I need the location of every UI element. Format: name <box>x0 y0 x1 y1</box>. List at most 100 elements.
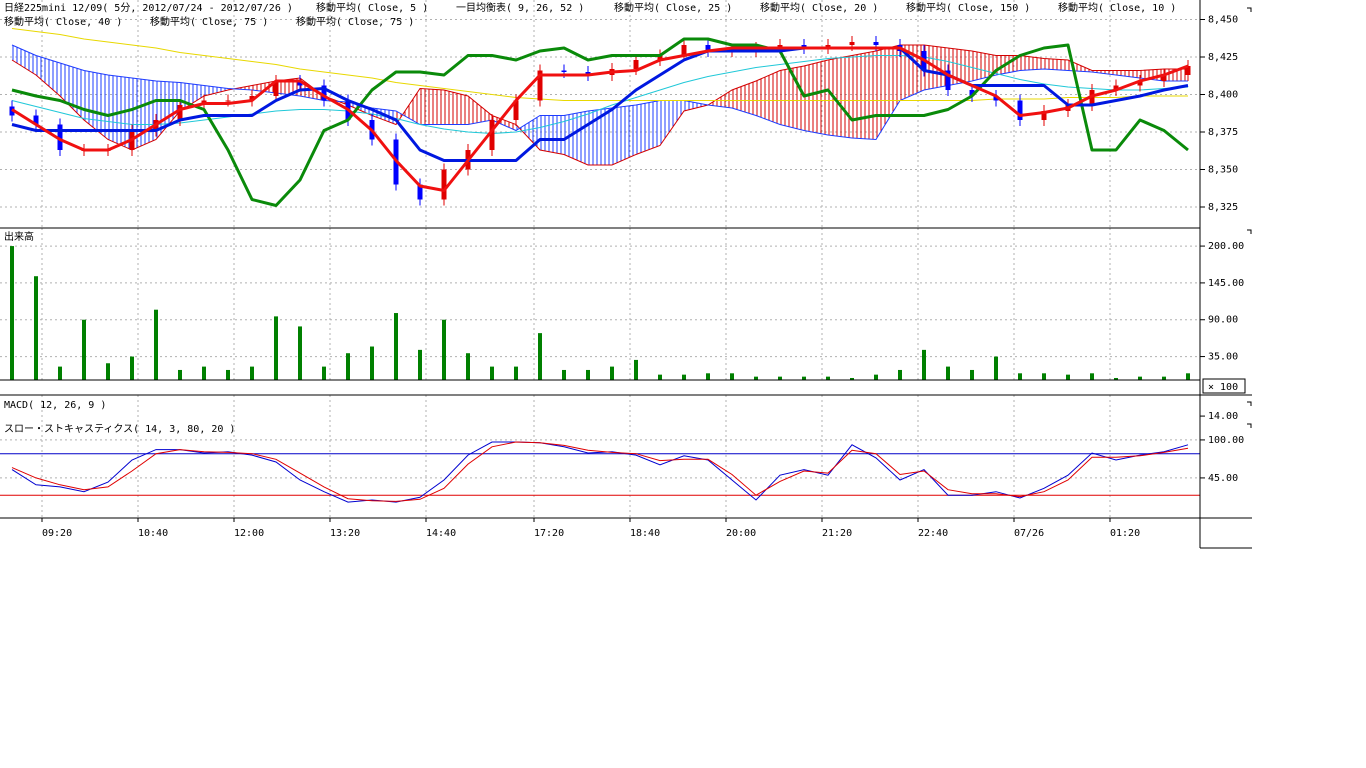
x-tick-label: 18:40 <box>630 528 660 539</box>
volume-bar <box>442 320 446 380</box>
candle-body <box>178 105 183 120</box>
x-tick-label: 09:20 <box>42 528 72 539</box>
cloud-segment <box>420 89 444 125</box>
y-tick-label: 200.00 <box>1208 241 1244 252</box>
volume-bar <box>1138 377 1142 380</box>
cloud-segment <box>852 51 876 140</box>
volume-bar <box>394 313 398 380</box>
unit-label: × 100 <box>1208 382 1238 393</box>
y-tick-label: 35.00 <box>1208 352 1238 363</box>
panel-title: 出来高 <box>4 230 34 243</box>
x-tick-label: 17:20 <box>534 528 564 539</box>
panel-title: MACD( 12, 26, 9 ) <box>4 400 106 411</box>
volume-bar <box>754 377 758 380</box>
volume-bar <box>226 370 230 380</box>
indicator-label: 移動平均( Close, 75 ) <box>296 15 414 28</box>
volume-bar <box>610 367 614 380</box>
volume-bar <box>58 367 62 380</box>
volume-bar <box>1018 373 1022 380</box>
volume-bar <box>562 370 566 380</box>
indicator-label: 移動平均( Close, 10 ) <box>1058 1 1176 14</box>
x-tick-label: 14:40 <box>426 528 456 539</box>
volume-bar <box>154 310 158 380</box>
volume-bar <box>586 370 590 380</box>
volume-bar <box>10 246 14 380</box>
volume-bar <box>1090 373 1094 380</box>
volume-bar <box>658 375 662 380</box>
volume-bar <box>346 353 350 380</box>
panel-title: スロー・ストキャスティクス( 14, 3, 80, 20 ) <box>4 423 235 435</box>
volume-bar <box>682 375 686 380</box>
volume-bar <box>82 320 86 380</box>
indicator-label: 移動平均( Close, 5 ) <box>316 1 428 14</box>
candle-body <box>562 71 567 73</box>
volume-bar <box>1042 373 1046 380</box>
volume-bar <box>274 316 278 380</box>
y-tick-label: 8,325 <box>1208 202 1238 213</box>
x-tick-label: 01:20 <box>1110 528 1140 539</box>
volume-bar <box>130 357 134 380</box>
candle-body <box>634 60 639 69</box>
volume-bar <box>826 377 830 380</box>
x-tick-label: 10:40 <box>138 528 168 539</box>
y-tick-label: 8,425 <box>1208 52 1238 63</box>
volume-bar <box>994 357 998 380</box>
volume-bar <box>1162 377 1166 380</box>
volume-bar <box>778 377 782 380</box>
candle-body <box>442 170 447 200</box>
y-tick-label: 14.00 <box>1208 411 1238 422</box>
indicator-label: 移動平均( Close, 20 ) <box>760 1 878 14</box>
indicator-label: 移動平均( Close, 75 ) <box>150 15 268 28</box>
chart-title: 日経225mini 12/09( 5分, 2012/07/24 - 2012/0… <box>4 1 293 14</box>
volume-bar <box>178 370 182 380</box>
y-tick-label: 90.00 <box>1208 315 1238 326</box>
candle-body <box>874 42 879 45</box>
y-tick-label: 8,450 <box>1208 15 1238 26</box>
volume-bar <box>514 367 518 380</box>
volume-bar <box>922 350 926 380</box>
volume-bar <box>1186 373 1190 380</box>
cloud-segment <box>1044 59 1068 71</box>
volume-bar <box>634 360 638 380</box>
candle-body <box>226 101 231 102</box>
y-tick-label: 100.00 <box>1208 435 1244 446</box>
volume-bar <box>202 367 206 380</box>
volume-bar <box>802 377 806 380</box>
y-tick-label: 145.00 <box>1208 278 1244 289</box>
y-tick-label: 8,400 <box>1208 90 1238 101</box>
volume-bar <box>298 326 302 380</box>
volume-bar <box>946 367 950 380</box>
volume-bar <box>1066 375 1070 380</box>
volume-bar <box>418 350 422 380</box>
volume-bar <box>898 370 902 380</box>
indicator-label: 移動平均( Close, 150 ) <box>906 1 1030 14</box>
volume-bar <box>874 375 878 380</box>
x-tick-label: 22:40 <box>918 528 948 539</box>
y-tick-label: 8,375 <box>1208 127 1238 138</box>
volume-bar <box>106 363 110 380</box>
cloud-segment <box>132 78 156 150</box>
y-tick-label: 8,350 <box>1208 165 1238 176</box>
y-tick-label: 45.00 <box>1208 473 1238 484</box>
x-tick-label: 21:20 <box>822 528 852 539</box>
volume-bar <box>706 373 710 380</box>
volume-bar <box>34 276 38 380</box>
candle-body <box>850 42 855 45</box>
volume-bar <box>970 370 974 380</box>
indicator-label: 一目均衡表( 9, 26, 52 ) <box>456 1 584 14</box>
candle-body <box>1018 101 1023 121</box>
volume-bar <box>466 353 470 380</box>
x-tick-label: 12:00 <box>234 528 264 539</box>
volume-bar <box>250 367 254 380</box>
volume-bar <box>322 367 326 380</box>
x-tick-label: 13:20 <box>330 528 360 539</box>
cloud-segment <box>804 60 828 135</box>
volume-bar <box>538 333 542 380</box>
x-tick-label: 07/26 <box>1014 528 1044 539</box>
indicator-label: 移動平均( Close, 25 ) <box>614 1 732 14</box>
cloud-segment <box>540 116 564 155</box>
volume-bar <box>370 347 374 380</box>
volume-bar <box>730 373 734 380</box>
indicator-label: 移動平均( Close, 40 ) <box>4 15 122 28</box>
